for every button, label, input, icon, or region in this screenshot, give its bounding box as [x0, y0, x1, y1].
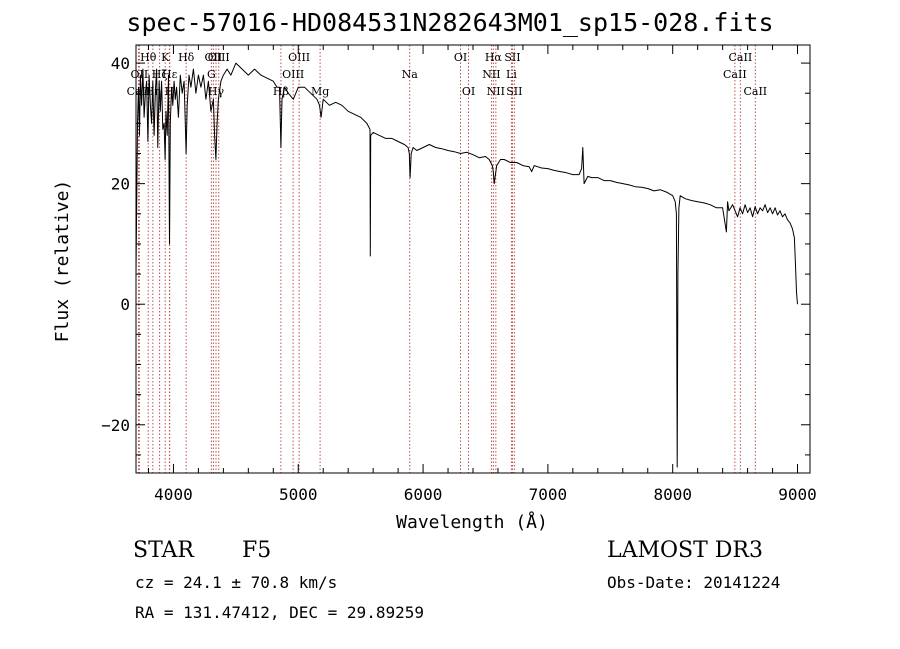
- object-subclass: F5: [242, 538, 272, 563]
- y-tick-label: −20: [101, 416, 130, 435]
- line-label: Na: [402, 68, 419, 81]
- line-label: CaII: [743, 85, 767, 98]
- y-tick-label: 0: [120, 295, 130, 314]
- ra-dec-coordinates: RA = 131.47412, DEC = 29.89259: [135, 603, 424, 622]
- plot-frame: [135, 44, 811, 474]
- line-label: NII: [482, 68, 500, 81]
- line-label: Hγ: [208, 85, 225, 98]
- redshift-velocity: cz = 24.1 ± 70.8 km/s: [135, 573, 338, 592]
- line-label: Hθ: [140, 51, 157, 64]
- line-label: CaII: [127, 85, 151, 98]
- axis-tick-labels: 4000 5000 6000 7000 8000 9000 −20 0 20 40: [101, 54, 817, 504]
- y-tick-label: 20: [111, 175, 130, 194]
- line-label: G: [207, 68, 216, 81]
- x-tick-label: 9000: [778, 485, 817, 504]
- line-label: Hδ: [178, 51, 195, 64]
- x-tick-label: 5000: [279, 485, 318, 504]
- axis-ticks: [136, 45, 810, 473]
- x-axis-label: Wavelength (Å): [396, 511, 548, 533]
- line-label: SII: [506, 85, 522, 98]
- emission-line-labels: HθOIICaIIHηHζKHHεHδGOIIHγOIIIHβOIIIOIIIM…: [127, 51, 768, 98]
- line-label: Hη: [145, 85, 161, 98]
- line-label: CaII: [723, 68, 747, 81]
- line-label: Mg: [311, 85, 329, 98]
- line-label: NII: [487, 85, 505, 98]
- observation-date: Obs-Date: 20141224: [607, 573, 781, 592]
- line-label: Hε: [162, 68, 178, 81]
- line-label: OI: [454, 51, 467, 64]
- line-label: Hα: [485, 51, 503, 64]
- line-label: OIII: [282, 68, 304, 81]
- emission-line-markers: [137, 45, 756, 473]
- y-axis-label: Flux (relative): [52, 180, 73, 343]
- line-label: OII: [131, 68, 149, 81]
- line-label: CaII: [729, 51, 753, 64]
- line-label: OIII: [208, 51, 230, 64]
- x-tick-label: 7000: [529, 485, 568, 504]
- line-label: Li: [506, 68, 517, 81]
- line-label: OI: [462, 85, 475, 98]
- survey-name: LAMOST DR3: [607, 538, 763, 563]
- line-label: H: [165, 85, 175, 98]
- x-tick-label: 8000: [653, 485, 692, 504]
- line-label: Hβ: [273, 85, 289, 98]
- line-label: OII: [205, 51, 223, 64]
- line-label: SII: [504, 51, 520, 64]
- x-tick-label: 6000: [404, 485, 443, 504]
- x-tick-label: 4000: [154, 485, 193, 504]
- chart-title: spec-57016-HD084531N282643M01_sp15-028.f…: [126, 8, 774, 37]
- spectrum-series-line: [135, 62, 798, 468]
- y-tick-label: 40: [111, 54, 130, 73]
- line-label: Hζ: [152, 68, 168, 81]
- line-label: K: [161, 51, 170, 64]
- line-label: OIII: [288, 51, 310, 64]
- object-class: STAR: [133, 538, 194, 563]
